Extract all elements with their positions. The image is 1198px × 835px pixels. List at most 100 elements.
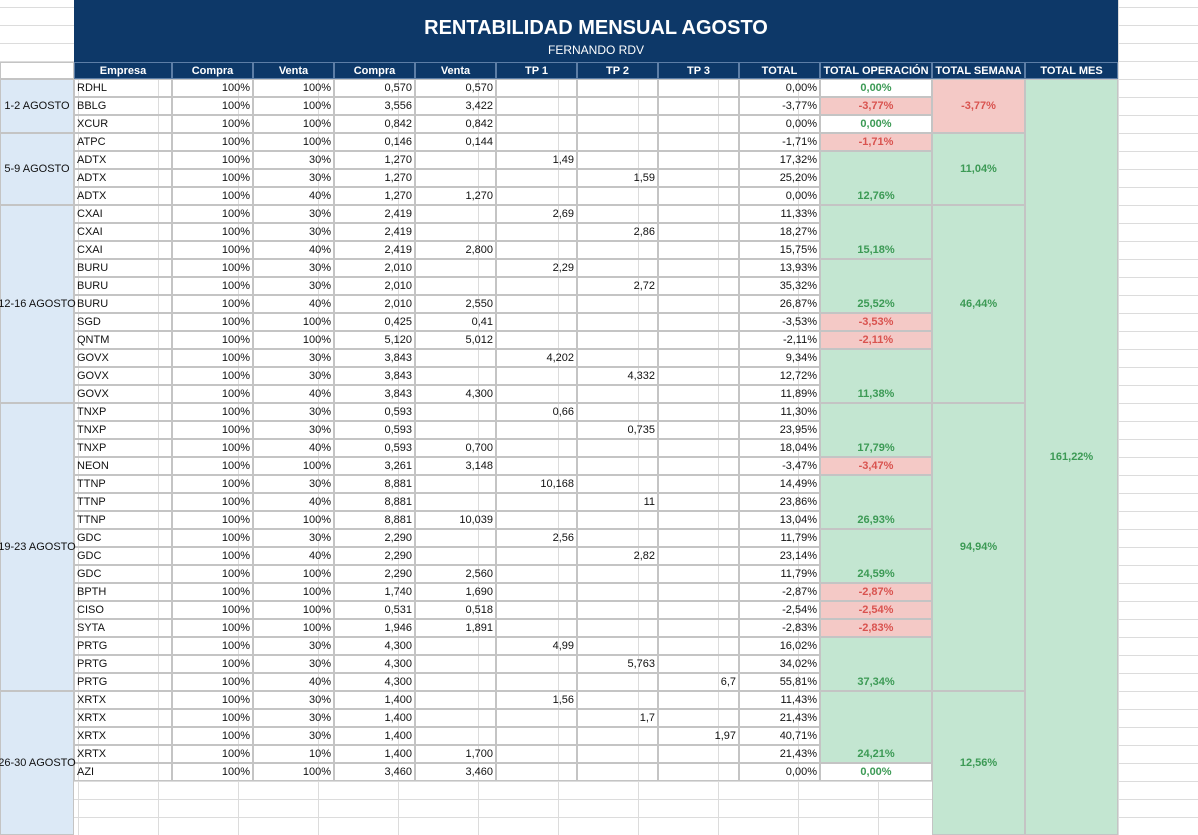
value-cell: 0,842: [334, 115, 415, 133]
value-cell: 1,56: [496, 691, 577, 709]
value-cell: [658, 205, 739, 223]
company-cell: CXAI: [74, 241, 172, 259]
value-cell: 30%: [253, 475, 334, 493]
company-cell: GDC: [74, 565, 172, 583]
value-cell: 100%: [253, 619, 334, 637]
value-cell: [577, 475, 658, 493]
value-cell: [577, 601, 658, 619]
operation-total: 15,18%: [857, 244, 895, 256]
value-cell: 30%: [253, 367, 334, 385]
column-header: TP 3: [658, 62, 739, 79]
value-cell: [496, 511, 577, 529]
operation-total: -3,77%: [858, 100, 894, 112]
column-header: TOTAL: [739, 62, 820, 79]
value-cell: 0,570: [415, 79, 496, 97]
company-cell: CISO: [74, 601, 172, 619]
value-cell: 35,32%: [739, 277, 820, 295]
value-cell: 2,290: [334, 565, 415, 583]
value-cell: [658, 259, 739, 277]
column-header: TP 1: [496, 62, 577, 79]
value-cell: 16,02%: [739, 637, 820, 655]
value-cell: 3,843: [334, 385, 415, 403]
value-cell: [658, 493, 739, 511]
value-cell: [415, 547, 496, 565]
value-cell: 30%: [253, 655, 334, 673]
value-cell: [658, 367, 739, 385]
value-cell: 2,56: [496, 529, 577, 547]
company-cell: PRTG: [74, 655, 172, 673]
value-cell: 2,290: [334, 547, 415, 565]
value-cell: 9,34%: [739, 349, 820, 367]
value-cell: [577, 745, 658, 763]
value-cell: 30%: [253, 727, 334, 745]
value-cell: 1,700: [415, 745, 496, 763]
company-cell: AZI: [74, 763, 172, 781]
value-cell: 2,419: [334, 205, 415, 223]
value-cell: 10,039: [415, 511, 496, 529]
operation-group: [820, 349, 932, 403]
value-cell: [658, 115, 739, 133]
value-cell: [415, 367, 496, 385]
value-cell: 0,144: [415, 133, 496, 151]
value-cell: 2,419: [334, 241, 415, 259]
value-cell: 40%: [253, 295, 334, 313]
value-cell: 100%: [172, 601, 253, 619]
company-cell: TNXP: [74, 421, 172, 439]
value-cell: [577, 133, 658, 151]
value-cell: 30%: [253, 691, 334, 709]
value-cell: [577, 511, 658, 529]
value-cell: [415, 259, 496, 277]
value-cell: 30%: [253, 205, 334, 223]
value-cell: [658, 583, 739, 601]
value-cell: [577, 691, 658, 709]
value-cell: [496, 583, 577, 601]
company-cell: CXAI: [74, 205, 172, 223]
operation-total: -1,71%: [858, 136, 894, 148]
value-cell: 40%: [253, 439, 334, 457]
value-cell: 0,00%: [739, 763, 820, 781]
column-header: TOTAL MES: [1025, 62, 1118, 79]
value-cell: [496, 295, 577, 313]
operation-group: [820, 259, 932, 313]
operation-group: [820, 619, 932, 637]
value-cell: 100%: [172, 619, 253, 637]
value-cell: [496, 565, 577, 583]
value-cell: [658, 439, 739, 457]
value-cell: 100%: [172, 637, 253, 655]
value-cell: [577, 619, 658, 637]
value-cell: 30%: [253, 529, 334, 547]
value-cell: [415, 151, 496, 169]
operation-group: [820, 637, 932, 691]
value-cell: [496, 367, 577, 385]
value-cell: [496, 493, 577, 511]
value-cell: 1,740: [334, 583, 415, 601]
operation-total: 0,00%: [860, 766, 892, 778]
value-cell: 1,270: [334, 151, 415, 169]
column-header: Venta: [253, 62, 334, 79]
value-cell: -2,83%: [739, 619, 820, 637]
value-cell: 1,270: [334, 187, 415, 205]
blank-cell: [0, 62, 74, 79]
operation-total: 17,79%: [857, 442, 895, 454]
value-cell: [577, 403, 658, 421]
value-cell: 0,518: [415, 601, 496, 619]
value-cell: 0,531: [334, 601, 415, 619]
value-cell: [658, 763, 739, 781]
value-cell: 3,148: [415, 457, 496, 475]
value-cell: [415, 655, 496, 673]
value-cell: -2,54%: [739, 601, 820, 619]
value-cell: [658, 619, 739, 637]
week-label: 26-30 AGOSTO: [0, 691, 76, 835]
value-cell: [496, 241, 577, 259]
value-cell: 2,010: [334, 259, 415, 277]
company-cell: XRTX: [74, 727, 172, 745]
value-cell: 2,290: [334, 529, 415, 547]
value-cell: [577, 151, 658, 169]
value-cell: 40,71%: [739, 727, 820, 745]
operation-total: 0,00%: [860, 118, 892, 130]
value-cell: 0,00%: [739, 115, 820, 133]
value-cell: 11,33%: [739, 205, 820, 223]
value-cell: 15,75%: [739, 241, 820, 259]
value-cell: [658, 655, 739, 673]
company-cell: TTNP: [74, 511, 172, 529]
